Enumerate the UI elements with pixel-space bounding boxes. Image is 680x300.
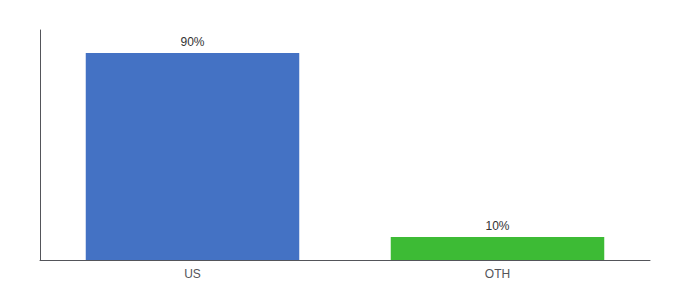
svg-text:OTH: OTH (485, 267, 510, 281)
svg-text:90%: 90% (180, 35, 204, 49)
svg-text:10%: 10% (485, 219, 509, 233)
svg-text:US: US (184, 267, 201, 281)
